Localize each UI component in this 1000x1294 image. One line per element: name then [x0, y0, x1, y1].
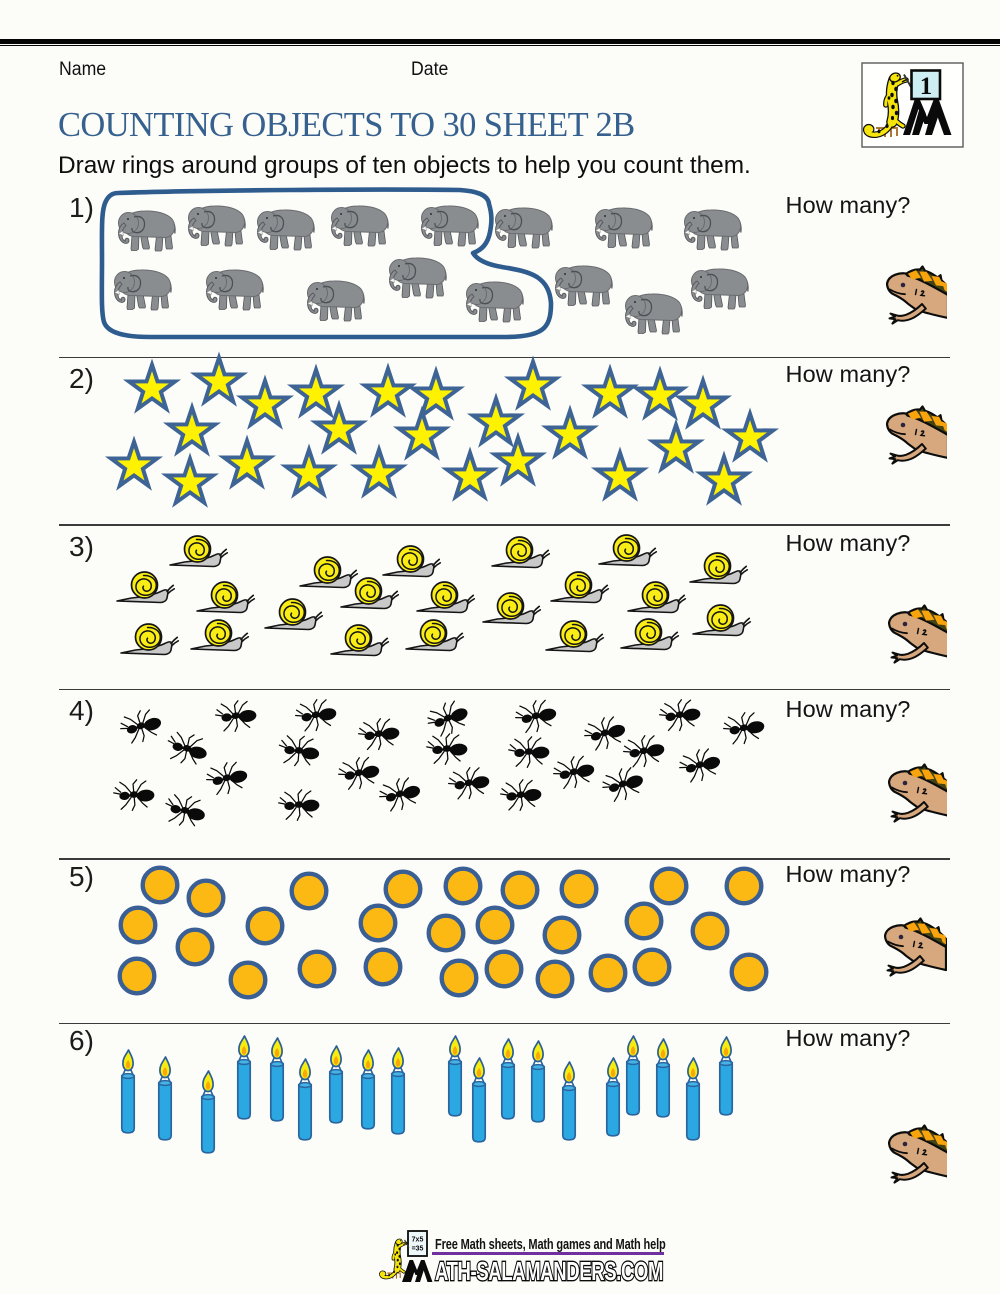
svg-text:7x5: 7x5 [412, 1237, 424, 1244]
svg-text:=35: =35 [412, 1246, 424, 1253]
svg-text:ATH-SALAMANDERS.COM: ATH-SALAMANDERS.COM [435, 1256, 663, 1286]
svg-text:1: 1 [920, 73, 933, 100]
